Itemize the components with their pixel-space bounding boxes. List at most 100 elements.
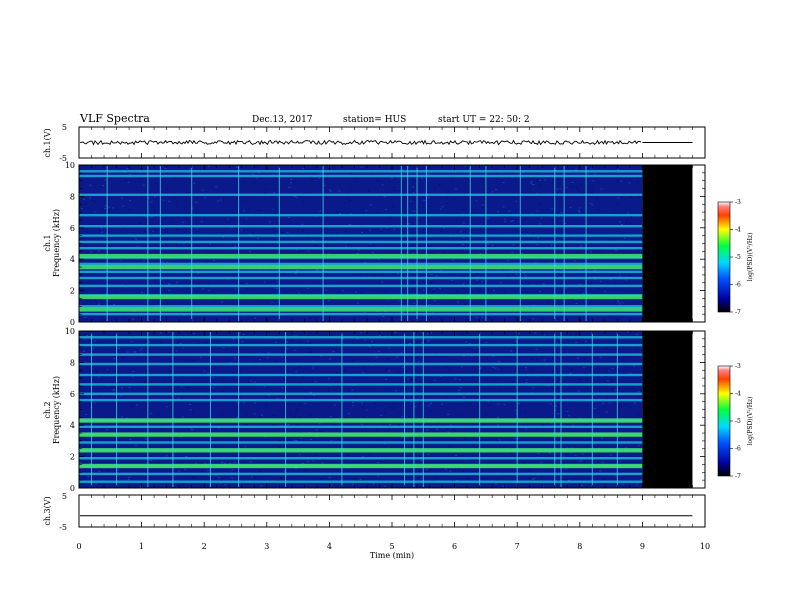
noise-speck <box>348 298 351 300</box>
noise-speck <box>510 350 512 352</box>
noise-speck <box>242 177 245 179</box>
noise-speck <box>297 365 300 367</box>
noise-speck <box>288 186 291 188</box>
noise-speck <box>589 483 592 485</box>
noise-speck <box>315 429 318 431</box>
noise-speck <box>259 470 262 472</box>
noise-speck <box>390 444 393 446</box>
noise-speck <box>529 470 532 472</box>
noise-speck <box>555 405 558 407</box>
strong-emission-band <box>79 307 643 312</box>
ch1-spec-ylabel-channel: ch.1 <box>43 234 52 251</box>
noise-speck <box>462 237 465 239</box>
noise-speck <box>611 368 614 369</box>
noise-speck <box>322 460 325 462</box>
noise-speck <box>617 366 620 368</box>
noise-speck <box>108 396 111 398</box>
noise-speck <box>192 298 195 300</box>
noise-speck <box>103 179 106 181</box>
noise-speck <box>180 387 183 389</box>
noise-speck <box>364 261 367 263</box>
noise-speck <box>421 342 424 344</box>
noise-speck <box>550 244 553 246</box>
noise-speck <box>251 173 254 175</box>
noise-speck <box>188 476 191 478</box>
noise-speck <box>394 390 397 392</box>
noise-speck <box>181 484 184 486</box>
noise-speck <box>410 440 413 442</box>
noise-speck <box>382 417 385 419</box>
noise-speck <box>628 275 631 277</box>
noise-speck <box>251 476 254 478</box>
noise-speck <box>425 468 428 470</box>
noise-speck <box>328 476 331 478</box>
noise-speck <box>184 469 186 471</box>
noise-speck <box>121 387 124 389</box>
noise-speck <box>492 355 495 357</box>
noise-speck <box>570 298 573 300</box>
noise-speck <box>578 460 581 462</box>
noise-speck <box>482 204 485 206</box>
noise-speck <box>80 249 83 251</box>
noise-speck <box>377 211 380 213</box>
noise-speck <box>434 187 436 189</box>
noise-speck <box>343 460 346 461</box>
noise-speck <box>391 206 394 208</box>
ch1-spectrogram-image <box>79 165 693 322</box>
noise-speck <box>173 358 176 360</box>
noise-speck <box>272 423 275 425</box>
noise-speck <box>282 273 285 275</box>
noise-speck <box>298 341 301 343</box>
noise-speck <box>385 378 387 380</box>
noise-speck <box>176 282 178 284</box>
noise-speck <box>436 428 438 430</box>
noise-speck <box>361 402 363 404</box>
noise-speck <box>561 438 564 440</box>
noise-speck <box>188 168 191 170</box>
noise-speck <box>559 188 562 190</box>
noise-speck <box>156 462 159 464</box>
noise-speck <box>296 424 299 426</box>
noise-speck <box>410 379 413 381</box>
noise-speck <box>127 478 130 480</box>
noise-speck <box>106 368 109 370</box>
noise-speck <box>281 349 284 351</box>
noise-speck <box>346 454 349 456</box>
noise-speck <box>371 252 374 253</box>
noise-speck <box>609 279 612 281</box>
noise-speck <box>639 376 642 378</box>
noise-speck <box>435 275 438 277</box>
figure-title: VLF Spectra <box>79 112 150 125</box>
noise-speck <box>330 439 333 441</box>
noise-speck <box>98 395 101 397</box>
noise-speck <box>410 401 413 403</box>
noise-speck <box>299 195 302 197</box>
ch1-colorbar-ticks: -3 -4 -5 -6 -7 <box>730 199 741 316</box>
noise-speck <box>455 454 458 456</box>
noise-speck <box>290 179 292 181</box>
noise-speck <box>117 469 120 471</box>
noise-speck <box>434 300 436 302</box>
noise-speck <box>245 319 248 321</box>
noise-speck <box>273 189 276 191</box>
noise-speck <box>521 405 524 407</box>
noise-speck <box>120 395 123 397</box>
noise-speck <box>629 372 632 374</box>
noise-speck <box>111 404 114 405</box>
noise-speck <box>441 406 444 407</box>
noise-speck <box>530 181 533 183</box>
ch1-waveform-ylabel: ch.1(V) <box>43 128 52 157</box>
noise-speck <box>457 468 460 470</box>
noise-speck <box>404 219 407 221</box>
noise-speck <box>309 342 312 344</box>
noise-speck <box>633 402 636 404</box>
noise-speck <box>80 208 83 210</box>
noise-speck <box>265 188 268 190</box>
noise-speck <box>194 173 197 175</box>
noise-speck <box>224 484 227 486</box>
noise-speck <box>539 203 541 205</box>
noise-speck <box>496 424 499 426</box>
noise-speck <box>515 168 518 170</box>
noise-speck <box>594 407 596 409</box>
noise-speck <box>442 251 444 253</box>
